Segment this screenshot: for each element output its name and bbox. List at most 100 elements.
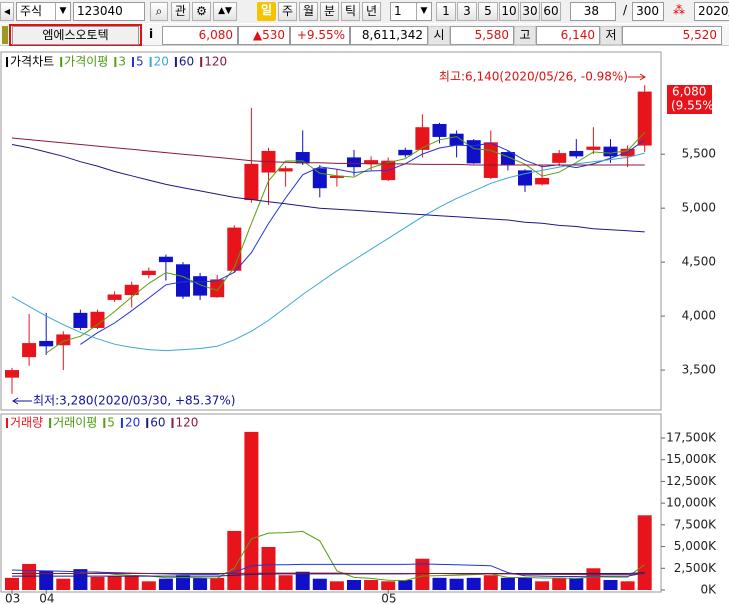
ma-line	[12, 572, 645, 577]
low: 5,520	[622, 26, 722, 45]
candle-body	[124, 284, 139, 296]
legend-title: 가격차트	[10, 55, 54, 69]
candle-body	[73, 312, 88, 328]
candle-body	[176, 264, 190, 297]
ma-line	[11, 563, 645, 577]
ma-line	[11, 144, 645, 233]
price-panel	[0, 51, 662, 411]
interval-button[interactable]: 10	[499, 2, 519, 21]
interval-button[interactable]: 5	[478, 2, 498, 21]
candle-body	[449, 133, 464, 146]
open: 5,580	[450, 26, 514, 45]
volume-bar	[398, 580, 413, 590]
period-active[interactable]: 일	[257, 2, 276, 21]
search-button[interactable]: ⌕	[150, 2, 168, 21]
interval-button[interactable]: 30	[520, 2, 540, 21]
nav-icon[interactable]: ◂	[0, 2, 14, 21]
interval-button[interactable]: 1	[436, 2, 456, 21]
legend-swatch	[120, 418, 123, 428]
period-button[interactable]: 주	[278, 2, 297, 21]
interval-button[interactable]: 60	[541, 2, 561, 21]
volume-bar	[466, 577, 481, 590]
period-button[interactable]: 분	[320, 2, 339, 21]
volume-bar	[500, 577, 515, 590]
ma-line	[45, 131, 646, 354]
y-tick-label: 5,500	[682, 147, 716, 161]
volume-bar	[295, 571, 310, 590]
legend-entry: 60	[150, 416, 165, 430]
last-price: 6,080	[672, 85, 706, 99]
low-annotation: 최저:3,280(2020/03/30, +85.37%)	[33, 394, 235, 408]
low-arrow-head	[12, 397, 19, 405]
interval-select[interactable]: 1 ▼	[390, 2, 432, 21]
y-tick-label: 5,000K	[674, 539, 717, 553]
period-button[interactable]: 월	[299, 2, 318, 21]
legend-entry: 5	[107, 416, 115, 430]
change: ▲530	[238, 26, 290, 45]
volume-bar	[107, 576, 122, 590]
spin-button[interactable]: ▲▼	[213, 2, 237, 21]
volume-bar	[483, 575, 498, 590]
legend-swatch	[149, 57, 152, 67]
legend-ma-label: 거래이평	[53, 416, 97, 430]
period-button[interactable]: 틱	[341, 2, 360, 21]
last-pct: (9.55%)	[671, 99, 718, 113]
ma-line	[12, 572, 645, 575]
date-input[interactable]: 2020/	[694, 2, 729, 21]
candle-body	[278, 168, 293, 172]
charts: 최고:6,140(2020/05/26, -0.98%) 최저:3,280(20…	[0, 51, 718, 604]
volume-bar	[432, 577, 447, 590]
ma-line	[11, 137, 645, 166]
candle-body	[295, 152, 310, 164]
volume-bar	[329, 581, 344, 590]
volume-bar	[620, 581, 635, 590]
legend-ma-label: 가격이평	[64, 55, 108, 69]
candle-body	[586, 146, 601, 150]
volume-bar	[535, 581, 550, 590]
volume-bar	[569, 577, 584, 590]
volume-bar	[56, 578, 71, 590]
volume-bar	[141, 581, 156, 590]
y-tick-label: 12,500K	[666, 474, 717, 488]
legend-entry: 20	[125, 416, 140, 430]
info-button[interactable]: i	[148, 27, 154, 41]
total-input[interactable]: 300	[632, 2, 664, 21]
volume-bar	[347, 580, 361, 590]
legend-entry: 20	[154, 55, 169, 69]
volume-bar	[518, 577, 532, 590]
legend-swatch	[174, 57, 177, 67]
candle-body	[22, 343, 37, 358]
open-label: 시	[428, 26, 450, 45]
candle-body	[483, 142, 498, 178]
legend-entry: 60	[179, 55, 194, 69]
count-input[interactable]: 38	[570, 2, 616, 21]
legend-swatch	[103, 418, 106, 428]
volume-bar	[73, 569, 88, 590]
period-button[interactable]: 년	[362, 2, 381, 21]
volume-bar	[22, 563, 37, 590]
legend-swatch	[171, 418, 174, 428]
volume-bar	[193, 577, 208, 590]
favorite-button[interactable]: 관	[171, 2, 190, 21]
candle-body	[193, 276, 208, 296]
legend-swatch	[114, 57, 117, 67]
settings-button[interactable]: ⚙	[192, 2, 211, 21]
market-select[interactable]: 주식 ▼	[16, 2, 71, 21]
stock-name[interactable]: 엠에스오토텍	[12, 26, 139, 45]
volume-bar	[176, 575, 190, 590]
low-label: 저	[600, 26, 622, 45]
candle-body	[210, 279, 225, 298]
interval-button[interactable]: 3	[457, 2, 477, 21]
candle-body	[603, 146, 618, 157]
x-tick-label: 05	[381, 592, 396, 604]
volume-bar	[364, 580, 379, 590]
candle-body	[466, 140, 481, 164]
volume-panel	[0, 413, 662, 593]
candle-body	[244, 163, 259, 201]
code-input[interactable]: 123040	[73, 2, 145, 21]
legend-swatch	[146, 418, 149, 428]
x-tick-label: 04	[39, 592, 54, 604]
mode-icon[interactable]: ⁂	[673, 3, 685, 17]
candle-body	[312, 168, 327, 189]
volume-bar	[415, 558, 430, 590]
